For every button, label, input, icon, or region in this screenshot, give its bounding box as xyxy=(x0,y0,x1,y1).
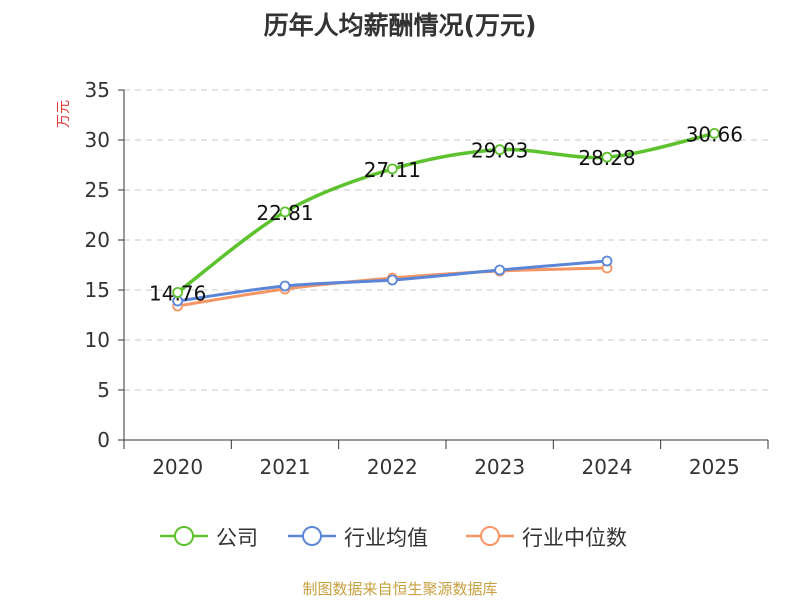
data-point xyxy=(494,144,506,156)
data-point xyxy=(708,127,720,139)
data-label: 22.81 xyxy=(256,201,313,225)
y-axis-label: 万元 xyxy=(56,100,72,128)
y-tick-label: 35 xyxy=(85,78,110,102)
y-tick-label: 15 xyxy=(85,278,110,302)
legend-label: 行业均值 xyxy=(344,526,428,550)
data-point xyxy=(601,151,613,163)
y-tick-label: 10 xyxy=(85,328,110,352)
series-line-0 xyxy=(175,131,717,295)
data-point xyxy=(279,280,291,292)
data-label: 28.28 xyxy=(578,146,635,170)
x-tick-label: 2020 xyxy=(152,455,203,479)
data-label: 29.03 xyxy=(471,139,528,163)
y-tick-label: 30 xyxy=(85,128,110,152)
legend-label: 行业中位数 xyxy=(522,526,627,550)
x-tick-label: 2023 xyxy=(474,455,525,479)
data-point xyxy=(601,255,613,267)
y-tick-label: 20 xyxy=(85,228,110,252)
x-tick-label: 2022 xyxy=(367,455,418,479)
data-point xyxy=(494,264,506,276)
x-tick-label: 2025 xyxy=(689,455,740,479)
data-point xyxy=(172,286,184,298)
y-tick-label: 0 xyxy=(97,428,110,452)
data-label: 30.66 xyxy=(686,122,743,146)
x-tick-label: 2024 xyxy=(582,455,633,479)
chart-title: 历年人均薪酬情况(万元) xyxy=(263,11,537,40)
data-label: 14.76 xyxy=(149,281,206,305)
legend-label: 公司 xyxy=(216,526,258,550)
x-tick-label: 2021 xyxy=(260,455,311,479)
data-point xyxy=(386,274,398,286)
legend-line-marker-icon xyxy=(288,526,336,546)
chart-legend: 公司 行业均值 行业中位数 xyxy=(0,518,800,554)
data-point xyxy=(279,206,291,218)
data-source-note: 制图数据来自恒生聚源数据库 xyxy=(302,580,498,598)
legend-line-marker-icon xyxy=(466,526,514,546)
legend-line-marker-icon xyxy=(160,526,208,546)
data-point xyxy=(386,163,398,175)
data-label: 27.11 xyxy=(364,158,421,182)
y-tick-label: 5 xyxy=(97,378,110,402)
y-tick-label: 25 xyxy=(85,178,110,202)
